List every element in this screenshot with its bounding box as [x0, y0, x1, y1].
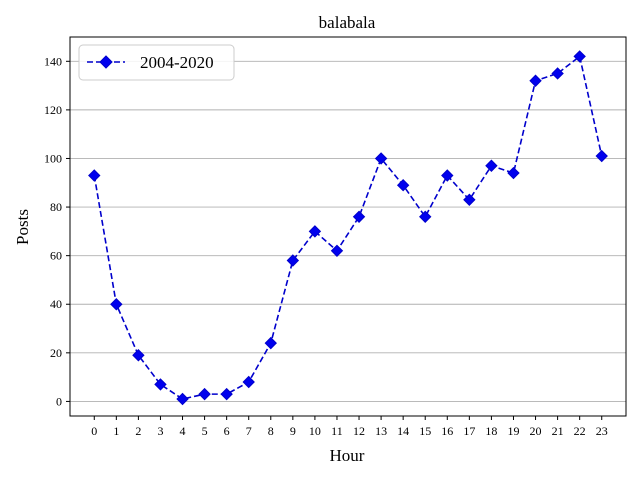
x-tick-label: 14 — [397, 424, 409, 438]
data-point — [264, 336, 277, 350]
x-tick-label: 1 — [113, 424, 119, 438]
data-point — [220, 387, 233, 401]
data-point — [419, 210, 432, 223]
y-tick-label: 80 — [50, 200, 62, 214]
y-tick-label: 40 — [50, 297, 62, 311]
data-point — [551, 67, 564, 80]
data-point — [176, 392, 189, 406]
x-tick-label: 3 — [157, 424, 163, 438]
grid — [70, 60, 626, 402]
data-point — [374, 152, 388, 165]
series-layer — [88, 50, 608, 406]
x-tick-label: 13 — [375, 424, 387, 438]
legend-label: 2004-2020 — [140, 53, 214, 72]
x-axis-label: Hour — [330, 446, 365, 465]
data-point — [198, 387, 211, 401]
data-point — [110, 298, 123, 311]
data-point — [132, 349, 145, 362]
y-tick-label: 100 — [44, 151, 62, 165]
data-point — [507, 166, 520, 180]
x-tick-label: 19 — [507, 424, 519, 438]
x-tick-label: 11 — [331, 424, 343, 438]
chart-title: balabala — [319, 13, 376, 32]
x-tick-label: 21 — [552, 424, 564, 438]
legend: 2004-2020 — [78, 44, 235, 81]
x-tick-label: 22 — [574, 424, 586, 438]
data-point — [352, 210, 366, 223]
y-tick-label: 60 — [50, 249, 62, 263]
x-tick-label: 16 — [441, 424, 453, 438]
data-point — [88, 169, 101, 182]
x-tick-label: 7 — [246, 424, 252, 438]
y-tick-label: 20 — [50, 346, 62, 360]
legend-box — [78, 44, 235, 81]
axes — [69, 36, 627, 417]
plot-area-frame — [69, 36, 627, 417]
data-point — [308, 225, 322, 238]
data-point — [485, 159, 498, 172]
x-tick-label: 2 — [135, 424, 141, 438]
x-tick-label: 6 — [224, 424, 230, 438]
data-point — [396, 178, 410, 192]
x-tick-label: 5 — [202, 424, 208, 438]
y-tick-label: 120 — [44, 103, 62, 117]
y-tick-label: 140 — [44, 54, 62, 68]
data-point — [154, 378, 167, 391]
x-tick-label: 15 — [419, 424, 431, 438]
x-tick-label: 12 — [353, 424, 365, 438]
x-tick-label: 0 — [91, 424, 97, 438]
x-axis-ticks: 0 1 2 3 4 5 6 7 8 9 10 11 12 13 14 15 16 17 18 19 20 21 22 23 — [91, 416, 608, 438]
x-tick-label: 17 — [463, 424, 475, 438]
y-axis-ticks: 0 20 40 60 80 100 120 140 — [44, 54, 70, 408]
data-point — [441, 169, 454, 182]
legend-marker-diamond-icon — [99, 55, 113, 69]
y-tick-label: 0 — [56, 394, 62, 408]
data-point — [242, 375, 255, 389]
data-point — [330, 244, 344, 258]
x-tick-label: 9 — [290, 424, 296, 438]
series-line — [93, 55, 603, 400]
y-axis-label: Posts — [13, 209, 32, 245]
data-point — [529, 74, 542, 87]
x-tick-label: 8 — [268, 424, 274, 438]
data-point — [463, 193, 476, 206]
x-tick-label: 18 — [485, 424, 497, 438]
x-tick-label: 10 — [309, 424, 321, 438]
x-tick-label: 23 — [596, 424, 608, 438]
x-tick-label: 4 — [180, 424, 186, 438]
x-tick-label: 20 — [530, 424, 542, 438]
data-point — [595, 149, 608, 163]
data-point — [286, 254, 300, 267]
data-point — [573, 50, 586, 63]
